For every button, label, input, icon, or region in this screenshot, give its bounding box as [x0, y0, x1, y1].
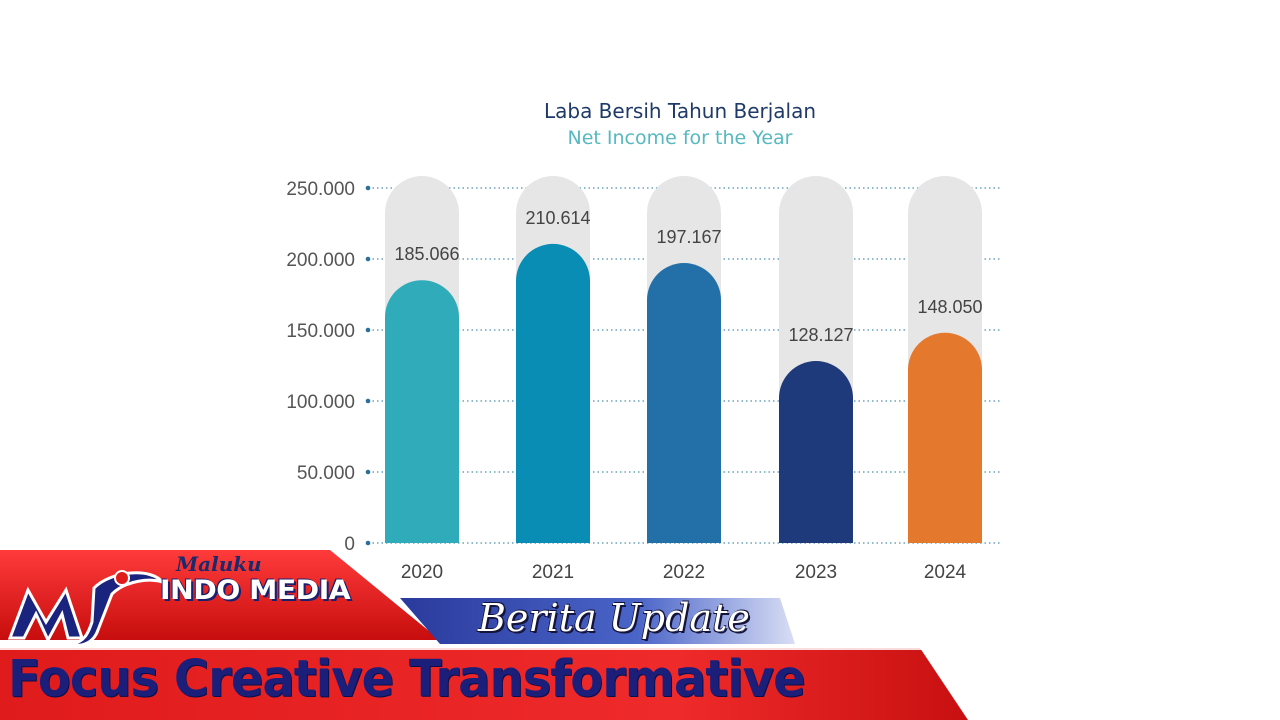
tick-dot: [365, 469, 371, 475]
tick-dot: [365, 398, 371, 404]
tagline-text: Focus Creative Transformative: [8, 650, 806, 709]
tick-dot: [365, 327, 371, 333]
x-category-label: 2024: [924, 562, 967, 583]
brand-name: INDO MEDIA: [160, 575, 351, 606]
y-tick-label: 0: [344, 534, 355, 555]
tick-dot: [365, 256, 371, 262]
tagline-red-panel: [0, 648, 968, 720]
brand-red-panel: [0, 550, 440, 640]
tick-dot: [365, 540, 371, 546]
bar-2020: [385, 280, 459, 543]
y-tick-label: 150.000: [286, 321, 355, 342]
tick-dot: [365, 185, 371, 191]
value-label: 148.050: [917, 297, 982, 317]
brand-region-label: Maluku: [176, 552, 262, 576]
x-category-label: 2023: [795, 562, 837, 583]
update-blue-panel: [400, 598, 795, 644]
chart-title: Laba Bersih Tahun Berjalan: [544, 99, 816, 123]
y-tick-label: 250.000: [286, 179, 355, 200]
x-category-label: 2020: [401, 562, 443, 583]
berita-update-label: Berita Update: [478, 596, 750, 640]
y-tick-label: 50.000: [297, 463, 355, 484]
chart-subtitle: Net Income for the Year: [568, 127, 793, 149]
x-category-label: 2021: [532, 562, 574, 583]
value-label: 197.167: [656, 227, 721, 247]
bar-2021: [516, 243, 590, 543]
value-label: 185.066: [394, 244, 459, 264]
news-banner: [0, 550, 968, 720]
value-label: 210.614: [525, 208, 590, 228]
y-tick-label: 100.000: [286, 392, 355, 413]
x-category-label: 2022: [663, 562, 705, 583]
bar-2022: [647, 263, 721, 543]
bar-2024: [908, 332, 982, 543]
bar-2023: [779, 361, 853, 543]
mi-logo-icon: [7, 570, 167, 647]
y-tick-label: 200.000: [286, 250, 355, 271]
value-label: 128.127: [788, 325, 853, 345]
